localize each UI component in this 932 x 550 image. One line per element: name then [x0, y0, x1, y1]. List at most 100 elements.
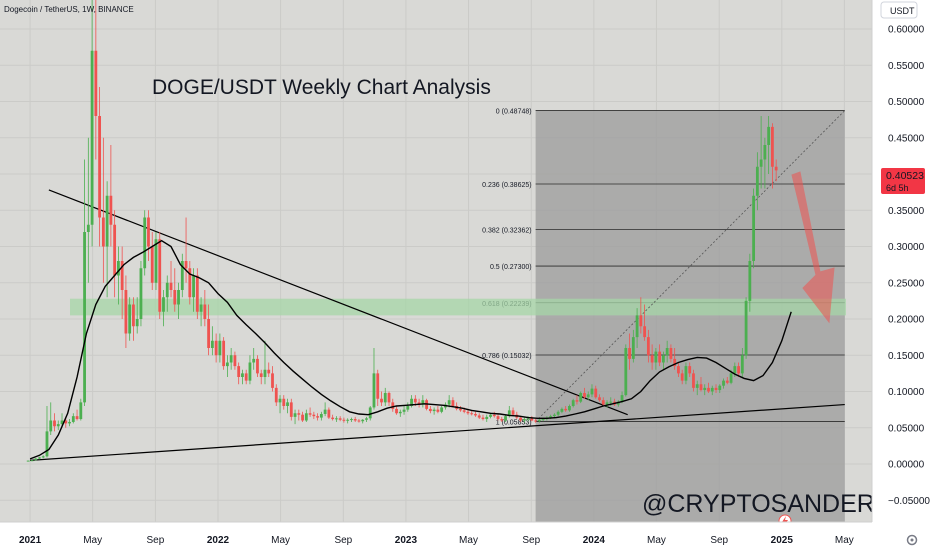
candle-body [105, 195, 109, 247]
candle-body [628, 348, 631, 359]
candle-body [650, 355, 654, 363]
candle-body [143, 217, 147, 269]
candle-body [590, 388, 594, 395]
candle-body [470, 413, 474, 415]
candle-body [86, 224, 90, 232]
candle-body [398, 411, 402, 414]
candle-body [620, 395, 624, 402]
candle-body [30, 460, 34, 462]
candle-body [410, 398, 413, 406]
price-tick-label: −0.05000 [888, 496, 930, 507]
candle-body [564, 408, 568, 411]
candle-body [440, 407, 444, 412]
support-zone[interactable] [70, 298, 846, 316]
candle-body [64, 420, 68, 424]
chart-title: DOGE/USDT Weekly Chart Analysis [152, 76, 491, 99]
currency-label: USDT [890, 6, 915, 16]
candle-body [301, 414, 304, 421]
candle-body [519, 417, 522, 421]
candle-body [372, 373, 376, 408]
candle-body [658, 351, 662, 363]
time-axis[interactable] [0, 522, 932, 550]
candle-body [586, 394, 590, 398]
candle-body [413, 398, 417, 403]
candle-body [722, 380, 725, 386]
candle-body [481, 417, 485, 420]
candle-body [327, 409, 331, 418]
candle-body [139, 268, 143, 319]
candle-body [432, 409, 436, 412]
candle-body [147, 217, 150, 247]
candle-body [474, 413, 477, 416]
candle-body [489, 414, 492, 417]
candle-body [357, 420, 361, 422]
time-tick-label: May [647, 535, 666, 546]
candle-body [601, 400, 605, 405]
time-tick-label: May [459, 535, 478, 546]
candle-body [707, 387, 710, 392]
time-tick-label: 2021 [19, 535, 42, 546]
candle-body [109, 195, 113, 225]
candle-body [94, 50, 98, 116]
candle-body [380, 398, 383, 403]
candle-body [267, 369, 271, 374]
candle-body [34, 458, 38, 461]
candle-body [263, 369, 267, 377]
candle-body [402, 409, 406, 412]
price-tick-label: 0.45000 [888, 133, 925, 144]
candle-body [725, 380, 729, 383]
moving-average-line [29, 239, 792, 460]
candle-body [395, 408, 398, 414]
candle-body [406, 406, 410, 410]
candle-body [466, 411, 470, 414]
price-tick-label: 0.05000 [888, 423, 925, 434]
candle-body [83, 232, 86, 403]
candle-body [188, 268, 192, 298]
fib-level-label: 0.786 (0.15032) [482, 353, 531, 360]
candle-body [522, 419, 526, 421]
candle-body [609, 401, 613, 403]
last-price-value: 0.40523 [886, 170, 924, 182]
fib-level-label: 0.382 (0.32362) [482, 227, 531, 234]
price-tick-label: 0.00000 [888, 460, 925, 471]
candle-body [755, 166, 759, 196]
candle-body [350, 419, 353, 421]
candle-body [733, 366, 737, 374]
candle-body [447, 400, 451, 405]
candle-body [319, 413, 323, 418]
candle-body [549, 416, 553, 418]
candle-body [459, 408, 462, 411]
candle-body [541, 419, 545, 421]
candle-body [286, 402, 289, 406]
candle-body [507, 410, 511, 417]
candle-body [752, 195, 756, 261]
time-tick-label: 2022 [207, 535, 230, 546]
candle-body [241, 373, 244, 377]
candle-body [252, 358, 256, 363]
candle-body [714, 387, 718, 391]
candle-body [271, 373, 274, 388]
candle-body [233, 355, 237, 367]
candle-body [229, 355, 233, 363]
price-tick-label: 0.55000 [888, 61, 925, 72]
last-price-tag: 0.40523 6d 5h [881, 168, 925, 194]
candle-body [556, 411, 560, 415]
time-tick-label: Sep [710, 535, 728, 546]
candle-body [361, 419, 365, 422]
candle-body [568, 406, 571, 411]
candle-body [530, 418, 534, 421]
currency-button[interactable]: USDT [880, 1, 918, 19]
candle-body [128, 304, 132, 334]
settings-icon[interactable] [906, 534, 918, 546]
candle-body [421, 400, 425, 405]
time-tick-label: Sep [147, 535, 165, 546]
candle-body [763, 145, 767, 160]
candle-body [218, 340, 222, 356]
candle-body [552, 414, 556, 417]
price-axis[interactable] [872, 0, 932, 550]
candle-body [342, 419, 346, 421]
candle-body [38, 457, 41, 459]
candle-body [774, 166, 778, 171]
projection-arrow[interactable] [791, 171, 835, 324]
